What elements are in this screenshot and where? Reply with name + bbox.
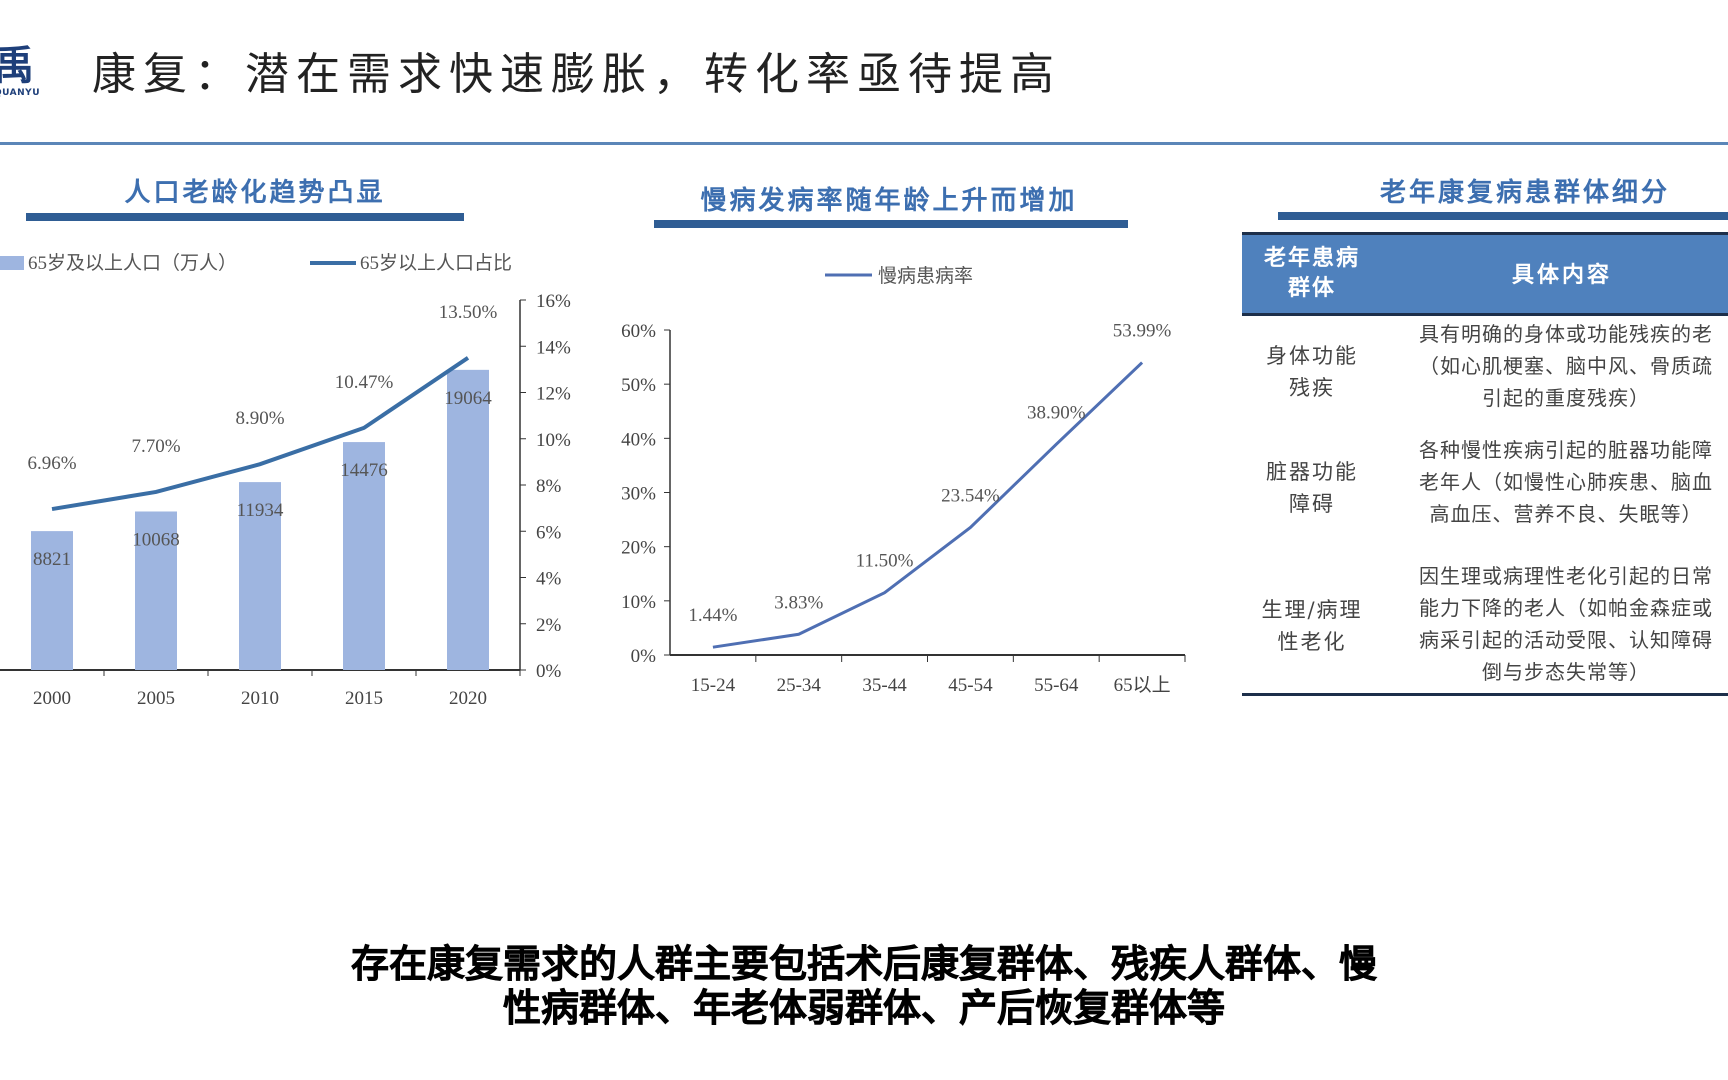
bar — [239, 482, 281, 670]
ratio-line — [51, 356, 470, 512]
x-tick-label: 2020 — [449, 688, 487, 709]
legend-label-bar: 65岁及以上人口（万人） — [28, 252, 237, 274]
table-row: 身体功能 残疾 具有明确的身体或功能残疾的老 （如心肌梗塞、脑中风、骨质疏 引起… — [1242, 318, 1728, 430]
table-cell-group: 身体功能 残疾 — [1266, 344, 1358, 400]
middle-panel-bar — [654, 220, 1128, 228]
left-panel-bar — [26, 213, 464, 221]
caption-line-1: 存在康复需求的人群主要包括术后康复群体、残疾人群体、慢 — [350, 942, 1378, 987]
table-cell-group: 脏器功能 障碍 — [1266, 460, 1358, 516]
line-value-label: 6.96% — [27, 453, 76, 474]
y2-tick-label: 12% — [536, 384, 571, 405]
caption-line-2: 性病群体、年老体弱群体、产后恢复群体等 — [502, 986, 1226, 1031]
table-cell-group: 生理/病理 性老化 — [1261, 598, 1363, 654]
bar-value-label: 10068 — [132, 529, 180, 550]
video-caption: 存在康复需求的人群主要包括术后康复群体、残疾人群体、慢 性病群体、年老体弱群体、… — [0, 942, 1728, 1031]
x-tick-label: 45-54 — [948, 675, 993, 696]
x-tick-label: 2010 — [241, 688, 279, 709]
left-panel-title: 人口老龄化趋势凸显 — [124, 178, 386, 208]
logo-mark: 禹 — [0, 42, 34, 89]
bar-value-label: 8821 — [33, 549, 71, 570]
line-value-label: 53.99% — [1113, 321, 1172, 342]
y-tick-label: 30% — [621, 484, 656, 505]
x-tick-label: 35-44 — [862, 675, 907, 696]
line-value-label: 7.70% — [131, 436, 180, 457]
page-title: 康复：潜在需求快速膨胀，转化率亟待提高 — [92, 49, 1061, 100]
table-header: 老年患病 群体 具体内容 — [1242, 232, 1728, 316]
y-tick-label: 40% — [621, 429, 656, 450]
chronic-disease-chart: 慢病患病率 0% 10% 20% 30% 40% 50% 60% 15-24 25-34 35-44… — [621, 265, 1186, 696]
table-header-content: 具体内容 — [1511, 262, 1612, 288]
y2-tick-label: 16% — [536, 291, 571, 312]
legend-label-line: 慢病患病率 — [878, 265, 973, 287]
bar — [447, 369, 489, 670]
y2-tick-label: 4% — [536, 569, 562, 590]
line-value-label: 8.90% — [235, 408, 284, 429]
middle-panel-title: 慢病发病率随年龄上升而增加 — [700, 186, 1078, 216]
bar-value-label: 14476 — [340, 460, 388, 481]
legend-swatch-bar — [0, 256, 24, 270]
company-logo: 禹 QUANYU — [0, 42, 41, 99]
prevalence-line — [712, 361, 1144, 649]
line-value-label: 11.50% — [856, 551, 914, 572]
y-tick-label: 0% — [631, 646, 657, 667]
line-value-label: 23.54% — [941, 485, 1000, 506]
table-cell-content: 具有明确的身体或功能残疾的老 （如心肌梗塞、脑中风、骨质疏 引起的重度残疾） — [1419, 322, 1713, 410]
x-tick-label: 2005 — [137, 688, 175, 709]
x-tick-label: 25-34 — [777, 675, 822, 696]
bar — [31, 531, 73, 670]
line-value-label: 10.47% — [335, 372, 394, 393]
logo-subtext: QUANYU — [0, 88, 41, 98]
x-tick-label: 65以上 — [1114, 674, 1171, 696]
line-value-label: 3.83% — [774, 592, 823, 613]
table-cell-content: 因生理或病理性老化引起的日常 能力下降的老人（如帕金森症或 病采引起的活动受限、… — [1419, 564, 1713, 684]
bar-value-label: 19064 — [444, 388, 492, 409]
table-row: 脏器功能 障碍 各种慢性疾病引起的脏器功能障 老年人（如慢性心肺疾患、脑血 高血… — [1242, 434, 1728, 546]
y2-tick-label: 0% — [536, 661, 562, 682]
y-tick-label: 60% — [621, 321, 656, 342]
line-value-label: 13.50% — [439, 302, 498, 323]
bar-value-label: 11934 — [237, 500, 284, 521]
y-tick-label: 10% — [621, 592, 656, 613]
title-divider — [0, 142, 1728, 145]
y-tick-label: 50% — [621, 375, 656, 396]
table-row: 生理/病理 性老化 因生理或病理性老化引起的日常 能力下降的老人（如帕金森症或 … — [1242, 562, 1728, 690]
y2-tick-label: 10% — [536, 430, 571, 451]
y2-tick-label: 8% — [536, 476, 562, 497]
x-tick-label: 55-64 — [1034, 675, 1079, 696]
table-header-group: 老年患病 群体 — [1263, 245, 1360, 301]
line-value-label: 38.90% — [1027, 402, 1086, 423]
x-tick-label: 2000 — [33, 688, 71, 709]
table-cell-content: 各种慢性疾病引起的脏器功能障 老年人（如慢性心肺疾患、脑血 高血压、营养不良、失… — [1419, 438, 1713, 526]
y2-tick-label: 6% — [536, 522, 562, 543]
y-tick-label: 20% — [621, 538, 656, 559]
x-tick-label: 2015 — [345, 688, 383, 709]
aging-population-chart: 65岁及以上人口（万人） 65岁以上人口占比 0% 2% 4% 6% 8% 10% 12% 14%… — [0, 252, 571, 709]
table-bottom-rule — [1242, 693, 1728, 696]
x-tick-label: 15-24 — [691, 675, 736, 696]
legend-label-line: 65岁以上人口占比 — [360, 252, 512, 274]
right-panel-title: 老年康复病患群体细分 — [1379, 178, 1670, 208]
line-value-label: 1.44% — [688, 605, 737, 626]
right-panel-bar — [1278, 212, 1728, 220]
bar — [135, 511, 177, 670]
y2-tick-label: 14% — [536, 337, 571, 358]
y2-tick-label: 2% — [536, 615, 562, 636]
bar — [343, 442, 385, 670]
